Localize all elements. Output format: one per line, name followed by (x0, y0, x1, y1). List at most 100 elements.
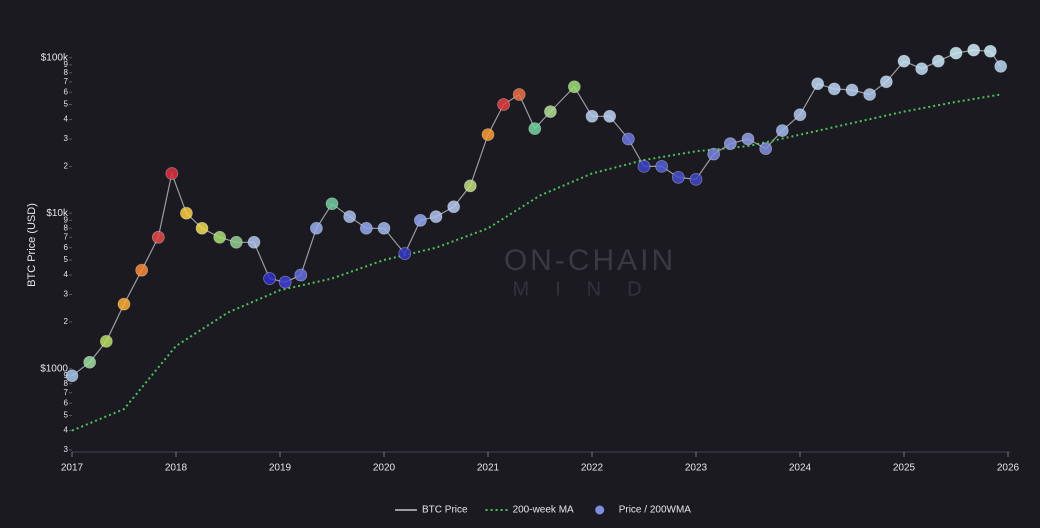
ratio-dot (65, 369, 79, 383)
legend-label: 200-week MA (513, 505, 574, 516)
y-tick-label: 8 (64, 223, 69, 232)
ratio-dot (689, 172, 703, 186)
ratio-dot (377, 221, 391, 235)
ratio-dot (671, 170, 685, 184)
x-tick-label: 2018 (165, 463, 188, 474)
x-tick-label: 2020 (373, 463, 396, 474)
ratio-dot (343, 210, 357, 224)
x-tick-label: 2023 (685, 463, 708, 474)
watermark: MIND (512, 278, 667, 300)
y-tick-label: 4 (64, 270, 69, 279)
x-tick-label: 2019 (269, 463, 292, 474)
ratio-dot (179, 206, 193, 220)
ratio-dot (117, 297, 131, 311)
ratio-dot (775, 124, 789, 137)
ratio-dot (863, 88, 877, 101)
ratio-dot (994, 59, 1008, 73)
y-tick-label: 3 (64, 290, 69, 299)
ratio-dot (463, 179, 477, 193)
ratio-dot (879, 75, 893, 89)
ratio-dot (309, 221, 323, 235)
y-tick-label: 6 (64, 398, 69, 407)
y-tick-label: 3 (64, 445, 69, 454)
ratio-dot (398, 247, 412, 260)
y-tick-label: 4 (64, 426, 69, 435)
ratio-dot (481, 128, 495, 142)
y-tick-label: 5 (64, 255, 69, 264)
ratio-dot (845, 83, 859, 97)
y-tick-label: 9 (64, 60, 69, 69)
ratio-dot (585, 109, 599, 123)
ratio-dot (429, 210, 443, 224)
ratio-dot (931, 54, 945, 68)
ma-line (71, 93, 1001, 432)
ratio-dot (83, 355, 97, 369)
ratio-dot (447, 200, 461, 214)
ratio-dot (413, 213, 427, 227)
y-tick-label: 6 (64, 243, 69, 252)
x-tick-label: 2024 (789, 463, 812, 474)
ratio-dot (707, 147, 721, 161)
ratio-dot (655, 160, 669, 173)
y-axis-label: BTC Price (USD) (26, 203, 38, 287)
ratio-dot (811, 77, 825, 91)
legend-swatch (595, 505, 605, 515)
ratio-dot (949, 46, 963, 60)
ratio-dot (165, 167, 179, 180)
ratio-dot (294, 268, 308, 282)
y-tick-label: 4 (64, 115, 69, 124)
y-tick-label: 2 (64, 162, 69, 171)
ratio-dot (603, 109, 617, 123)
y-tick-label: $100k (41, 52, 69, 63)
ratio-dot (793, 108, 807, 122)
ratio-dot (247, 235, 261, 249)
plot (65, 43, 1008, 432)
ratio-dot (759, 142, 773, 156)
ratio-dot (897, 54, 911, 68)
ratio-dot (359, 221, 373, 235)
y-tick-label: 9 (64, 215, 69, 224)
ratio-dot (983, 44, 997, 58)
ratio-dot (622, 132, 635, 146)
x-tick-label: 2021 (477, 463, 500, 474)
ratio-dot (637, 160, 651, 173)
y-tick-label: 7 (64, 388, 69, 397)
ratio-dot (497, 98, 511, 111)
ratio-dot (723, 137, 737, 151)
ratio-dot (915, 62, 929, 76)
y-tick-label: $10k (46, 208, 69, 219)
ratio-dot (544, 105, 557, 119)
legend-label: BTC Price (422, 505, 468, 516)
ratio-dot (229, 235, 243, 249)
x-tick-label: 2025 (893, 463, 916, 474)
y-tick-label: 5 (64, 411, 69, 420)
y-tick-label: $1000 (40, 363, 68, 374)
x-tick-label: 2026 (997, 463, 1020, 474)
y-tick-label: 8 (64, 379, 69, 388)
ratio-dot (567, 80, 581, 94)
ratio-dot (741, 132, 755, 146)
x-tick-label: 2022 (581, 463, 604, 474)
legend-label: Price / 200WMA (619, 505, 692, 516)
y-tick-label: 7 (64, 232, 69, 241)
ratio-dot (512, 88, 526, 101)
ratio-dot (325, 197, 339, 211)
ratio-dot (213, 230, 227, 244)
ratio-dot (195, 221, 209, 235)
ratio-dot (135, 263, 149, 277)
x-tick-label: 2017 (61, 463, 84, 474)
ratio-dot (263, 272, 277, 285)
ratio-dot (528, 122, 542, 136)
y-tick-label: 7 (64, 77, 69, 86)
y-tick-label: 3 (64, 134, 69, 143)
ratio-dot (151, 230, 165, 244)
y-tick-label: 8 (64, 68, 69, 77)
ratio-dot (278, 275, 292, 289)
y-tick-label: 5 (64, 100, 69, 109)
ratio-dot (967, 43, 981, 57)
ratio-dot (99, 334, 113, 348)
y-tick-label: 6 (64, 87, 69, 96)
ratio-dot (827, 82, 841, 96)
